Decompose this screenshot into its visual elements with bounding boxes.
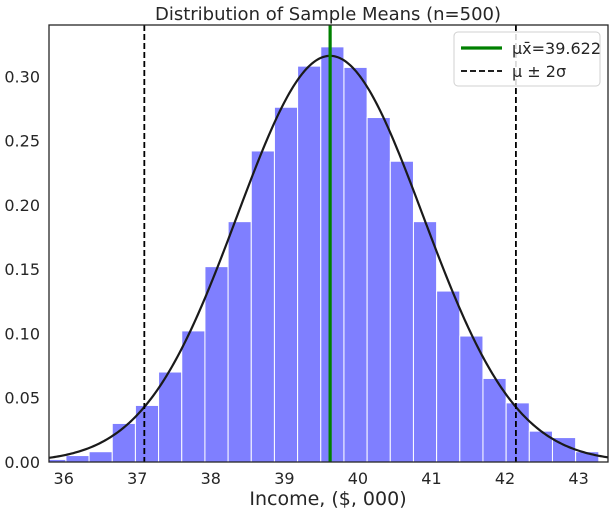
histogram-bar — [250, 150, 275, 462]
histogram-bars — [49, 46, 600, 462]
x-tick-label: 38 — [201, 469, 221, 488]
histogram-bar — [412, 221, 438, 462]
normal-curve-line — [49, 54, 608, 459]
chart-title: Distribution of Sample Means (n=500) — [155, 4, 501, 25]
y-tick-label: 0.10 — [4, 324, 40, 343]
y-tick-label: 0.30 — [4, 67, 40, 86]
histogram-bar — [227, 221, 252, 462]
x-tick-label: 36 — [54, 469, 74, 488]
histogram-bar — [366, 117, 391, 462]
histogram-bar — [65, 455, 90, 462]
y-tick-label: 0.15 — [4, 260, 40, 279]
x-tick-labels: 36 37 38 39 40 41 42 43 — [54, 469, 589, 488]
histogram-bar — [158, 371, 183, 462]
histogram-bar — [320, 46, 345, 462]
plot-frame — [48, 24, 609, 463]
histogram-bar — [88, 451, 113, 462]
x-tick-label: 41 — [421, 469, 441, 488]
normal-curve-layer — [49, 54, 608, 459]
y-tick-label: 0.20 — [4, 196, 40, 215]
reference-lines-layer — [143, 25, 517, 462]
y-tick-label: 0.00 — [4, 453, 40, 472]
histogram-bar — [297, 65, 322, 462]
y-tick-label: 0.25 — [4, 132, 40, 151]
histogram-bar — [204, 266, 229, 462]
histogram-bar — [459, 335, 484, 462]
x-tick-label: 39 — [274, 469, 294, 488]
legend-box — [453, 31, 601, 87]
histogram-bar — [273, 106, 299, 462]
x-axis-title: Income, ($, 000) — [249, 488, 406, 510]
legend-label: μx̄=39.622 — [512, 39, 601, 58]
y-tick-label: 0.05 — [4, 389, 40, 408]
histogram-bar — [436, 290, 461, 462]
legend-label: μ ± 2σ — [512, 62, 566, 81]
legend: μx̄=39.622 μ ± 2σ — [453, 31, 601, 87]
histogram-bar — [343, 66, 368, 462]
x-tick-label: 42 — [495, 469, 515, 488]
histogram-bar — [389, 160, 414, 462]
histogram-bar — [181, 330, 206, 462]
y-tick-labels: 0.00 0.05 0.10 0.15 0.20 0.25 0.30 — [4, 67, 40, 472]
histogram-bar — [505, 402, 530, 462]
x-tick-label: 43 — [568, 469, 588, 488]
histogram-bar — [111, 422, 136, 462]
x-tick-label: 37 — [127, 469, 147, 488]
x-tick-label: 40 — [348, 469, 368, 488]
